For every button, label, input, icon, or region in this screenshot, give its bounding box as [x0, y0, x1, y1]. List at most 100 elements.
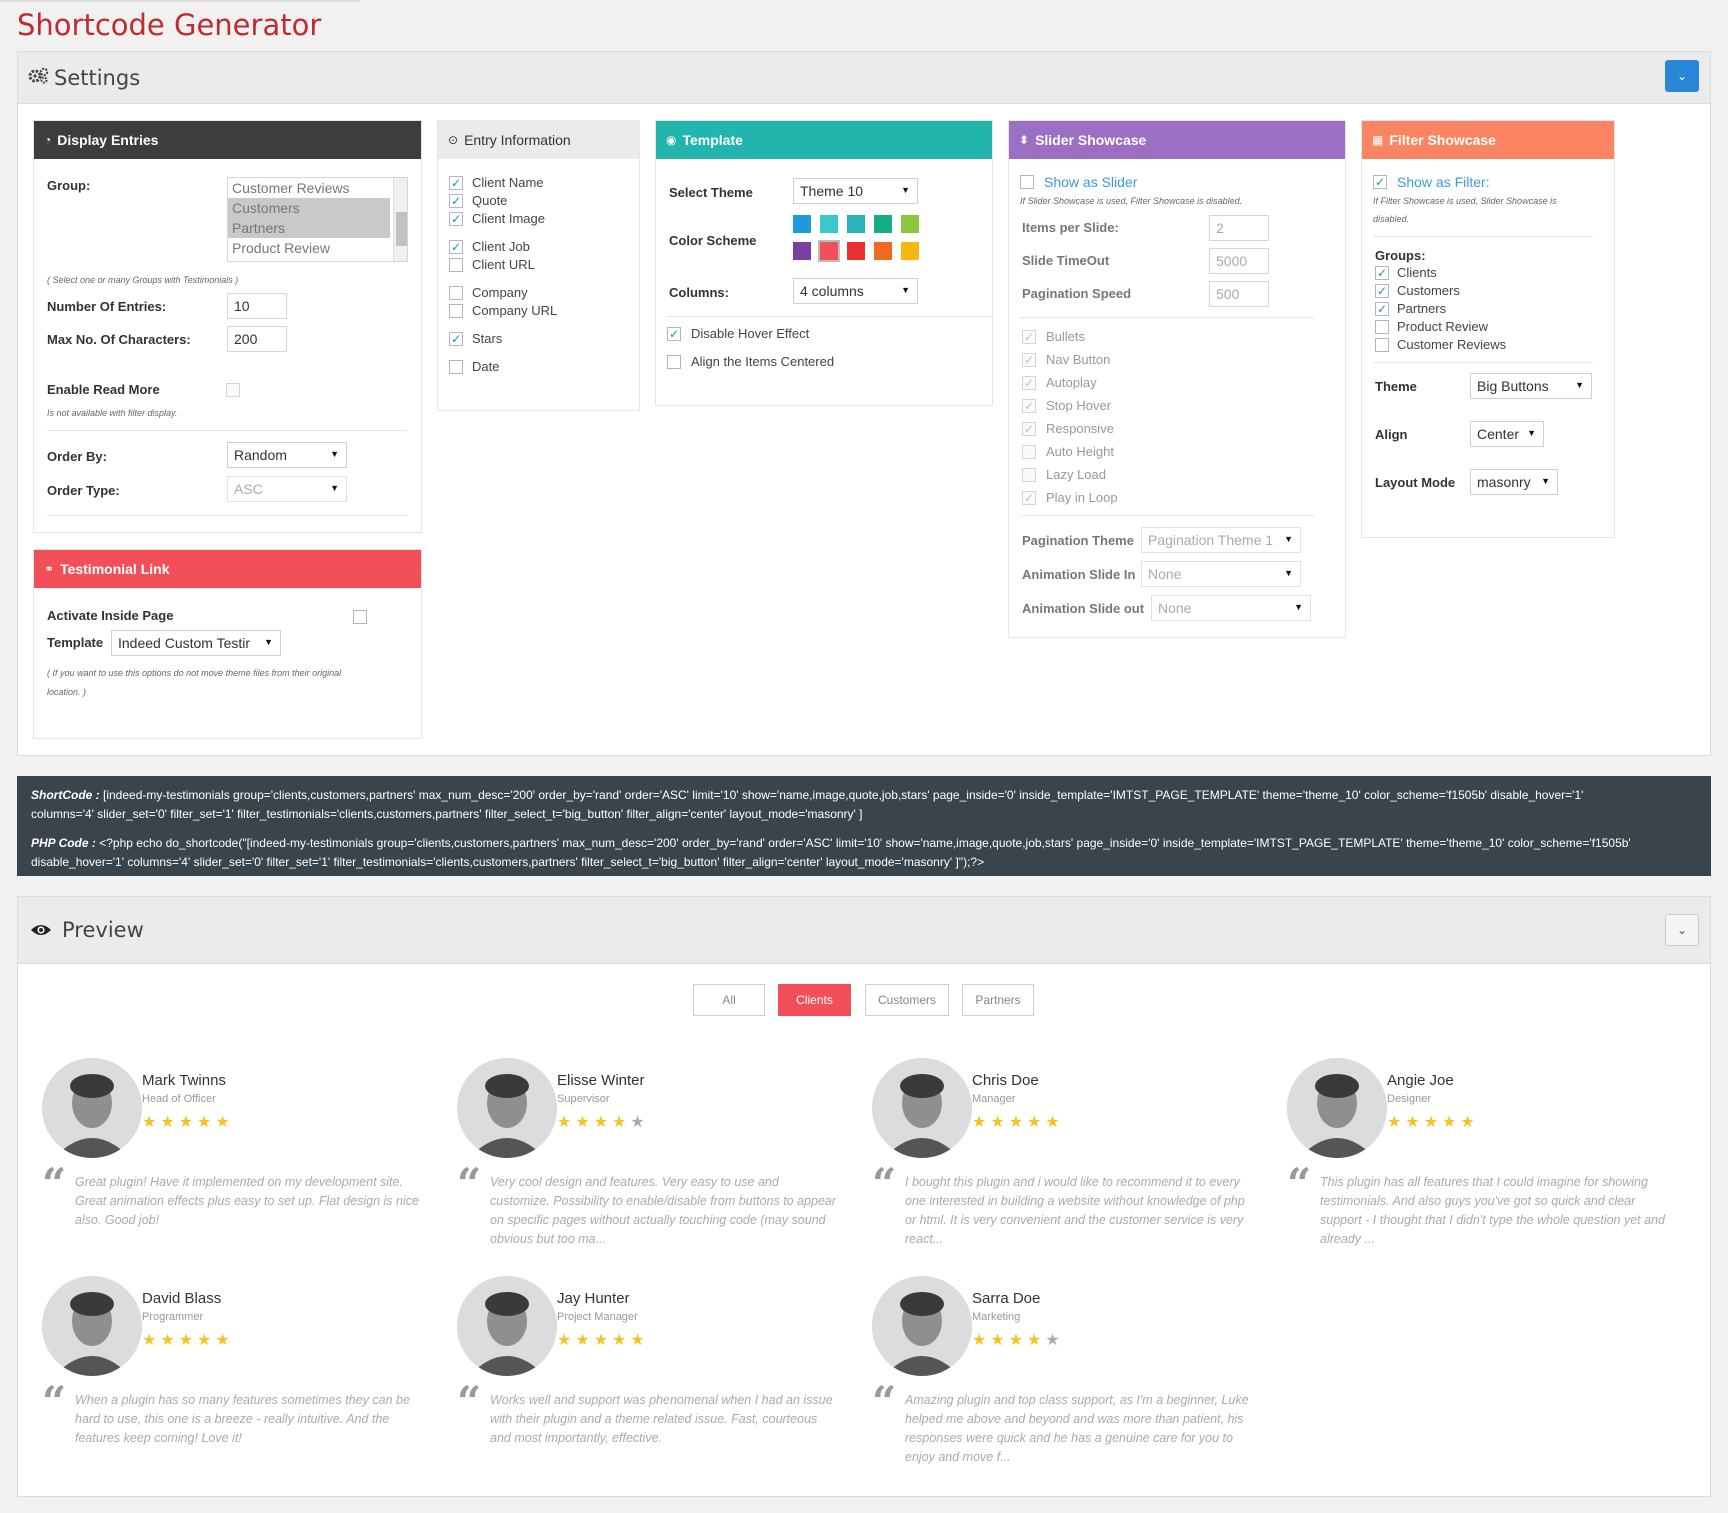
lazy-load-checkbox[interactable]: [1022, 468, 1036, 482]
filter-theme-select[interactable]: Big Buttons ▼: [1470, 373, 1592, 399]
align-center-checkbox[interactable]: [667, 355, 681, 369]
caret-down-icon: ▼: [1575, 380, 1584, 390]
star-icon: ★: [1387, 1114, 1406, 1131]
filter-group-label: Partners: [1397, 301, 1447, 316]
divider: [1020, 515, 1314, 516]
star-rating: ★★★★★: [142, 1112, 234, 1132]
slide-timeout-input[interactable]: 5000: [1209, 248, 1269, 274]
color-swatch[interactable]: [874, 242, 892, 260]
read-more-checkbox[interactable]: [226, 383, 240, 397]
eye-icon: [30, 918, 52, 942]
filter-button-all[interactable]: All: [693, 984, 765, 1016]
template-label: Template: [47, 635, 104, 650]
color-scheme-label: Color Scheme: [669, 233, 757, 248]
slider-option-label: Nav Button: [1046, 352, 1111, 367]
listbox-scrollbar[interactable]: [393, 178, 407, 261]
client-job: Manager: [972, 1093, 1016, 1105]
color-swatch[interactable]: [901, 242, 919, 260]
client-image-checkbox[interactable]: ✓: [449, 212, 463, 226]
client-name-checkbox[interactable]: ✓: [449, 176, 463, 190]
customer-reviews-checkbox[interactable]: [1375, 338, 1389, 352]
color-swatch[interactable]: [793, 242, 811, 260]
group-option[interactable]: Product Review: [232, 240, 331, 256]
link-template-value: Indeed Custom Testir: [118, 635, 251, 651]
filter-theme-label: Theme: [1375, 379, 1417, 394]
link-icon: ⚭: [44, 562, 55, 576]
color-swatch[interactable]: [820, 215, 838, 233]
date-checkbox[interactable]: [449, 360, 463, 374]
group-listbox[interactable]: Customer Reviews Customers Partners Prod…: [227, 177, 408, 262]
star-icon: ★: [178, 1114, 198, 1131]
activate-inside-checkbox[interactable]: [353, 610, 367, 624]
groups-label: Groups:: [1375, 248, 1426, 263]
filter-button-clients[interactable]: Clients: [778, 984, 851, 1016]
pagination-speed-input[interactable]: 500: [1209, 281, 1269, 307]
responsive-checkbox[interactable]: ✓: [1022, 422, 1036, 436]
stop-hover-checkbox[interactable]: ✓: [1022, 399, 1036, 413]
shortcode-output[interactable]: ShortCode : [indeed-my-testimonials grou…: [17, 776, 1711, 876]
partners-checkbox[interactable]: ✓: [1375, 302, 1389, 316]
color-swatch[interactable]: [847, 215, 865, 233]
num-entries-label: Number Of Entries:: [47, 299, 167, 314]
auto-height-checkbox[interactable]: [1022, 445, 1036, 459]
star-icon: ★: [1442, 1114, 1461, 1131]
star-rating: ★★★★★: [972, 1330, 1064, 1350]
anim-in-select[interactable]: None ▼: [1141, 561, 1301, 587]
testimonial-card: Mark Twinns Head of Officer ★★★★★ “Great pl…: [42, 1058, 432, 1268]
clients-checkbox[interactable]: ✓: [1375, 266, 1389, 280]
slider-option-label: Auto Height: [1046, 444, 1114, 459]
read-more-label: Enable Read More: [47, 382, 160, 397]
group-option[interactable]: Partners: [228, 218, 390, 238]
pagination-theme-select[interactable]: Pagination Theme 1 ▼: [1141, 527, 1301, 553]
columns-select[interactable]: 4 columns ▼: [793, 278, 918, 304]
autoplay-checkbox[interactable]: ✓: [1022, 376, 1036, 390]
client-url-checkbox[interactable]: [449, 258, 463, 272]
color-swatch[interactable]: [793, 215, 811, 233]
items-per-slide-input[interactable]: 2: [1209, 215, 1269, 241]
group-option[interactable]: Customer Reviews: [232, 180, 350, 196]
client-name: Sarra Doe: [972, 1290, 1041, 1307]
filter-button-partners[interactable]: Partners: [962, 984, 1034, 1016]
select-theme-select[interactable]: Theme 10 ▼: [793, 178, 918, 204]
quote-text: Works well and support was phenomenal wh…: [490, 1393, 833, 1445]
num-entries-input[interactable]: 10: [227, 293, 287, 319]
max-chars-input[interactable]: 200: [227, 326, 287, 352]
align-center-label: Align the Items Centered: [691, 354, 835, 369]
company-url-checkbox[interactable]: [449, 304, 463, 318]
filter-align-select[interactable]: Center ▼: [1470, 421, 1544, 447]
filter-showcase-title: Filter Showcase: [1389, 132, 1496, 148]
client-job-checkbox[interactable]: ✓: [449, 240, 463, 254]
play-in-loop-checkbox[interactable]: ✓: [1022, 491, 1036, 505]
color-swatch[interactable]: [818, 240, 840, 262]
product-review-checkbox[interactable]: [1375, 320, 1389, 334]
order-by-select[interactable]: Random ▼: [227, 442, 347, 468]
color-swatch[interactable]: [874, 215, 892, 233]
star-icon: ★: [1460, 1114, 1479, 1131]
link-template-select[interactable]: Indeed Custom Testir ▼: [111, 630, 281, 656]
order-type-select[interactable]: ASC ▼: [227, 476, 347, 502]
show-as-slider-checkbox[interactable]: [1020, 175, 1034, 189]
preview-collapse-button[interactable]: ⌄: [1665, 914, 1699, 946]
quote-checkbox[interactable]: ✓: [449, 194, 463, 208]
star-icon: ★: [972, 1114, 991, 1131]
group-option[interactable]: Customers: [228, 198, 390, 218]
settings-collapse-button[interactable]: ⌄: [1665, 60, 1699, 92]
chevron-down-icon: ⌄: [1676, 923, 1688, 937]
color-swatch[interactable]: [901, 215, 919, 233]
color-swatch[interactable]: [847, 242, 865, 260]
anim-out-select[interactable]: None ▼: [1151, 595, 1311, 621]
layout-mode-select[interactable]: masonry ▼: [1470, 469, 1558, 495]
show-as-filter-checkbox[interactable]: ✓: [1373, 175, 1387, 189]
bullets-checkbox[interactable]: ✓: [1022, 330, 1036, 344]
preview-panel: Preview ⌄: [17, 896, 1711, 1497]
shortcode-line: ShortCode : [indeed-my-testimonials grou…: [31, 786, 1697, 805]
filter-button-customers[interactable]: Customers: [865, 984, 949, 1016]
disable-hover-checkbox[interactable]: ✓: [667, 327, 681, 341]
customers-checkbox[interactable]: ✓: [1375, 284, 1389, 298]
scrollbar-thumb[interactable]: [396, 212, 407, 246]
avatar: [872, 1058, 972, 1158]
client-job: Programmer: [142, 1311, 204, 1323]
stars-checkbox[interactable]: ✓: [449, 332, 463, 346]
nav-button-checkbox[interactable]: ✓: [1022, 353, 1036, 367]
company-checkbox[interactable]: [449, 286, 463, 300]
